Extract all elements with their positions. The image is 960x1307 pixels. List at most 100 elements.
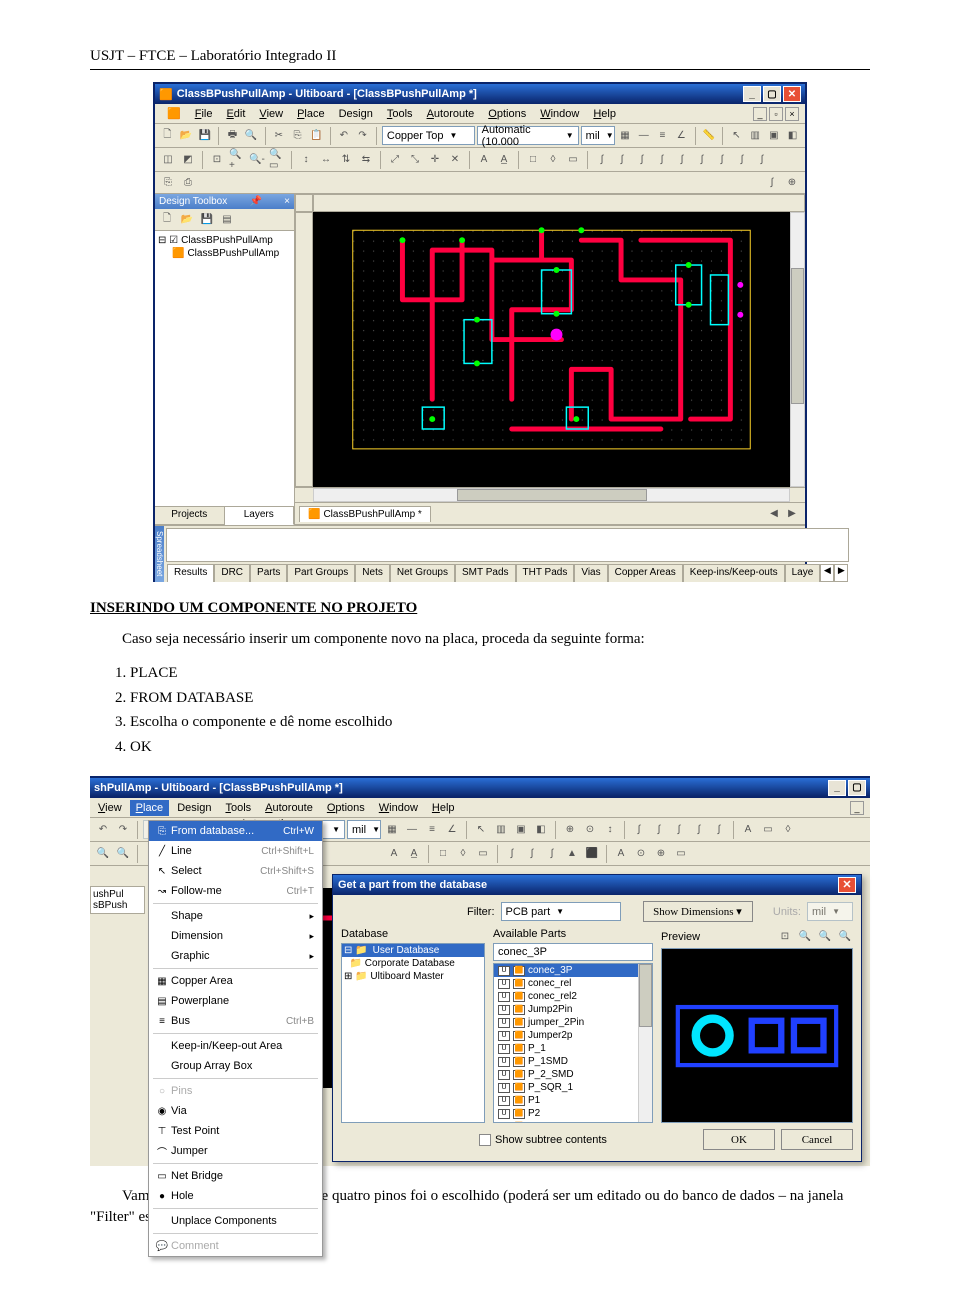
t2q-icon[interactable]: ∫ [613,151,631,169]
save-icon[interactable]: 💾 [196,127,213,145]
t22b-icon[interactable]: 🔍 [114,845,132,863]
t22p-icon[interactable]: ⊙ [632,845,650,863]
t3b-icon[interactable]: ⎙ [179,174,197,192]
part-item[interactable]: U🟧 Jump2Pin [494,1003,652,1016]
t2d-icon[interactable]: ↔ [317,151,335,169]
t21p-icon[interactable]: ∫ [670,821,688,839]
cut-icon[interactable]: ✂ [270,127,287,145]
part-item[interactable]: U🟧 P_SQR_1 [494,1081,652,1094]
place-menu-item[interactable]: ≡BusCtrl+B [149,1011,322,1031]
sp-tab-copper[interactable]: Copper Areas [608,564,683,582]
t2l-icon[interactable]: A̲ [495,151,513,169]
preview-icon[interactable]: 🔍 [243,127,260,145]
t21n-icon[interactable]: ∫ [630,821,648,839]
menu-edit[interactable]: Edit [220,106,251,122]
copy-icon[interactable]: ⎘ [289,127,306,145]
part-item[interactable]: U🟧 P2 [494,1107,652,1120]
tree-root[interactable]: ⊟ ☑ ClassBPushPullAmp [158,234,291,247]
t21q-icon[interactable]: ∫ [690,821,708,839]
maximize-button[interactable]: ▢ [763,86,781,102]
sp-tab-tht[interactable]: THT Pads [516,564,575,582]
tbx-a-icon[interactable]: ▤ [218,211,236,229]
t21t-icon[interactable]: ▭ [759,821,777,839]
t21r-icon[interactable]: ∫ [710,821,728,839]
place-menu-item[interactable]: Dimension [149,926,322,946]
database-item[interactable]: 📁 Corporate Database [342,957,484,970]
place-menu-item[interactable]: ↝Follow-meCtrl+T [149,881,322,901]
sp-tab-results[interactable]: Results [167,564,214,582]
place-menu-item[interactable]: ⌒Jumper [149,1141,322,1161]
menu-view[interactable]: View [253,106,289,122]
mdi2-min[interactable]: _ [850,801,864,815]
doc-tab[interactable]: 🟧 ClassBPushPullAmp * [299,506,431,522]
t22a-icon[interactable]: 🔍 [94,845,112,863]
sp-tab-keep[interactable]: Keep-ins/Keep-outs [683,564,785,582]
menu2-view[interactable]: View [92,800,128,816]
sp-tab-vias[interactable]: Vias [574,564,607,582]
paste-icon[interactable]: 📋 [308,127,325,145]
toolbox-close-icon[interactable]: × [284,196,290,207]
grid-combo[interactable]: Automatic (10.000 [477,126,579,145]
t22m-icon[interactable]: ▲ [563,845,581,863]
menu-help[interactable]: Help [587,106,622,122]
dim3-icon[interactable]: ∠ [673,127,690,145]
place-menu-item[interactable]: Unplace Components [149,1211,322,1231]
t3c-icon[interactable]: ∫ [763,174,781,192]
3d-icon[interactable]: ▣ [766,127,783,145]
zoomin-icon[interactable]: 🔍+ [228,151,246,169]
t21e-icon[interactable]: ≡ [423,821,441,839]
part-item[interactable]: U🟧 P1 [494,1094,652,1107]
tabs-right-icon[interactable]: ▶ [783,505,801,523]
database-item[interactable]: ⊟ 📁 User Database [342,944,484,957]
menu-place[interactable]: Place [291,106,331,122]
side-tab-layers[interactable]: Layers [225,507,295,525]
menu2-design[interactable]: Design [171,800,217,816]
part-item[interactable]: U🟧 PIN_BORNE [494,1120,652,1123]
part-item[interactable]: U🟧 Jumper2p [494,1029,652,1042]
t2v-icon[interactable]: ∫ [713,151,731,169]
place-menu-item[interactable]: ⎘From database...Ctrl+W [149,821,322,841]
t21b-icon[interactable]: ↷ [114,821,132,839]
scrollbar-horizontal[interactable] [295,487,805,502]
place-menu-item[interactable]: ⊤Test Point [149,1121,322,1141]
filter-combo[interactable]: PCB part [501,902,621,921]
ruler-icon[interactable]: 📏 [700,127,717,145]
minimize-button-2[interactable]: _ [828,780,846,796]
part-item[interactable]: U🟧 P_2_SMD [494,1068,652,1081]
spreadsheet-content[interactable] [166,528,849,562]
menu2-tools[interactable]: Tools [219,800,257,816]
t2n-icon[interactable]: ◊ [544,151,562,169]
dim-icon[interactable]: — [635,127,652,145]
t2o-icon[interactable]: ▭ [564,151,582,169]
t22q-icon[interactable]: ⊕ [652,845,670,863]
menu-autoroute[interactable]: Autoroute [421,106,481,122]
open-icon[interactable]: 📂 [178,127,195,145]
t2e-icon[interactable]: ⇅ [337,151,355,169]
database-listbox[interactable]: ⊟ 📁 User Database 📁 Corporate Database⊞ … [341,943,485,1123]
sp-tab-smt[interactable]: SMT Pads [455,564,516,582]
t21i-icon[interactable]: ▣ [512,821,530,839]
menu2-help[interactable]: Help [426,800,461,816]
t2s-icon[interactable]: ∫ [653,151,671,169]
redo-icon[interactable]: ↷ [354,127,371,145]
part-item[interactable]: U🟧 conec_rel2 [494,990,652,1003]
prev-zoom1-icon[interactable]: 🔍 [837,928,853,944]
parts-filter-input[interactable] [493,943,653,961]
t21m-icon[interactable]: ↕ [601,821,619,839]
place-menu-item[interactable]: ▦Copper Area [149,971,322,991]
t22f-icon[interactable]: A̲ [405,845,423,863]
t2b-icon[interactable]: ◩ [179,151,197,169]
show-dimensions-button[interactable]: Show Dimensions ▾ [643,901,753,922]
mdi-close[interactable]: × [785,107,799,121]
t2w-icon[interactable]: ∫ [733,151,751,169]
tbx-save-icon[interactable]: 💾 [198,211,216,229]
menu2-window[interactable]: Window [373,800,424,816]
t21g-icon[interactable]: ↖ [472,821,490,839]
database-item[interactable]: ⊞ 📁 Ultiboard Master [342,970,484,983]
parts-scrollbar[interactable] [638,964,652,1122]
unit-combo-2[interactable]: mil [347,820,381,839]
grid-icon[interactable]: ▦ [617,127,634,145]
menu2-autoroute[interactable]: Autoroute [259,800,319,816]
t2j-icon[interactable]: ✕ [446,151,464,169]
place-menu-item[interactable]: ●Hole [149,1186,322,1206]
